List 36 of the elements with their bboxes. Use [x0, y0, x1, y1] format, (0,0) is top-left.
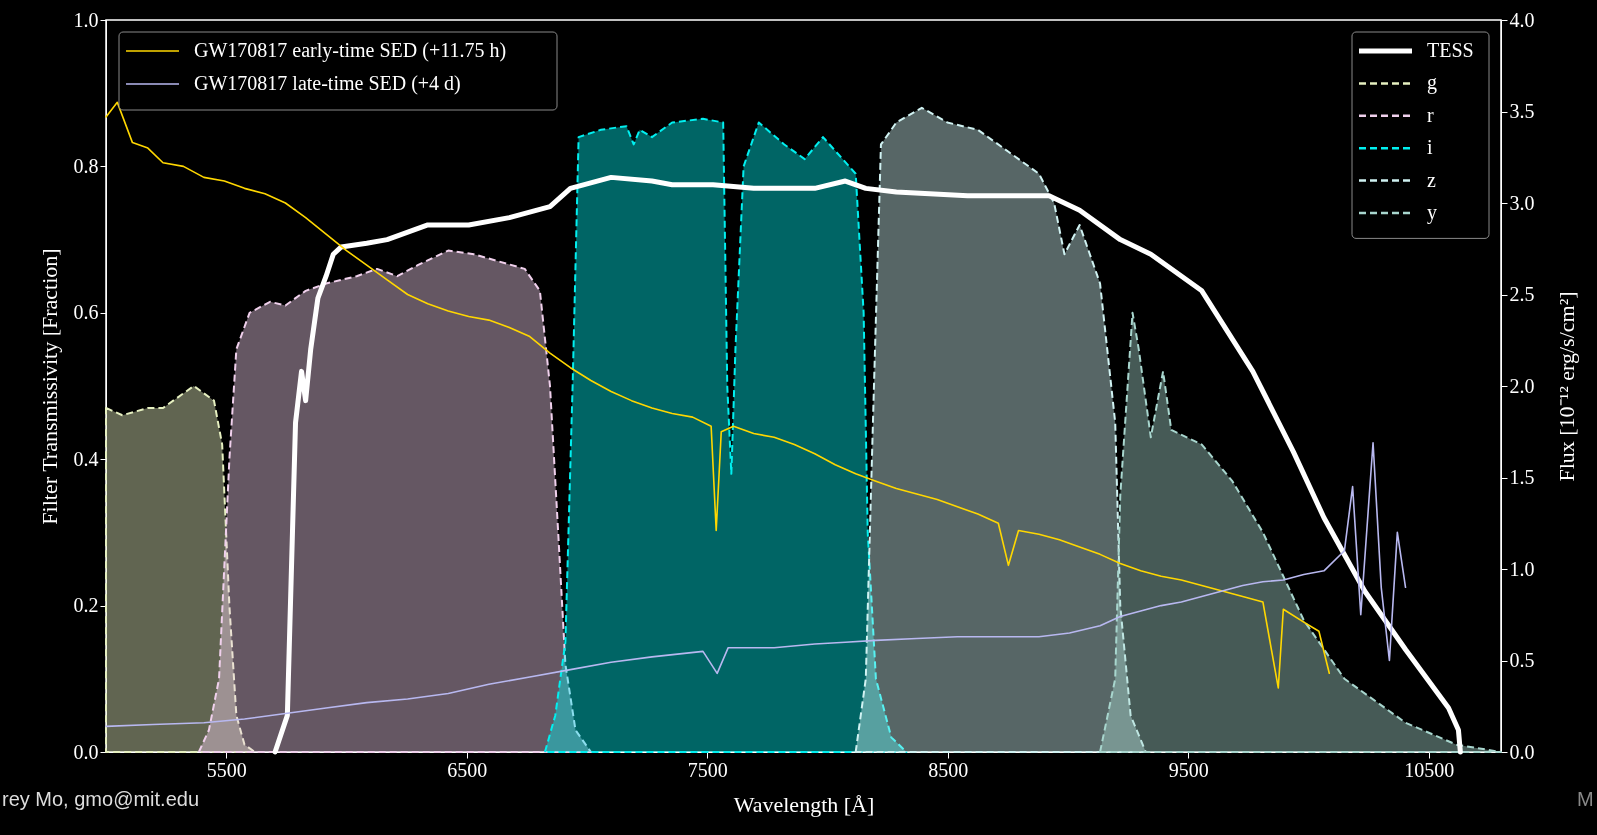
- legend-label: GW170817 early-time SED (+11.75 h): [194, 39, 507, 62]
- y2-tick-label: 3.0: [1509, 191, 1535, 214]
- legend-label: GW170817 late-time SED (+4 d): [194, 72, 461, 95]
- y2-tick-label: 2.5: [1509, 283, 1535, 305]
- line-series: [105, 441, 1407, 728]
- y-tick-label: 0.6: [73, 301, 99, 324]
- legend-label: y: [1427, 201, 1437, 224]
- y2-tick-label: 2.0: [1509, 374, 1535, 397]
- y2-axis-title: Flux [10⁻¹² erg/s/cm²]: [1553, 291, 1579, 482]
- y2-tick-label: 1.0: [1509, 557, 1535, 580]
- x-tick-label: 10500: [1404, 758, 1455, 781]
- y2-tick-label: 1.5: [1509, 466, 1535, 488]
- y-tick-label: 1.0: [73, 8, 99, 31]
- legend-label: TESS: [1427, 39, 1474, 61]
- legend-label: g: [1427, 71, 1437, 95]
- x-axis-title: Wavelength [Å]: [733, 791, 875, 817]
- legend-label: z: [1427, 168, 1436, 191]
- text: rey Mo, gmo@mit.edu: [2, 788, 200, 810]
- x-tick-label: 5500: [206, 758, 247, 781]
- legend-label: r: [1427, 103, 1434, 126]
- x-tick-label: 9500: [1168, 758, 1209, 781]
- y-tick-label: 0.4: [73, 447, 99, 470]
- x-tick-label: 6500: [447, 758, 488, 781]
- y-tick-label: 0.0: [73, 740, 99, 763]
- legend-label: i: [1427, 136, 1433, 159]
- y2-tick-label: 0.5: [1509, 649, 1535, 671]
- x-tick-label: 7500: [687, 758, 728, 781]
- y2-tick-label: 0.0: [1509, 740, 1535, 763]
- line-series: [105, 101, 1331, 689]
- y2-tick-label: 3.5: [1509, 100, 1535, 122]
- y2-tick-label: 4.0: [1509, 8, 1535, 31]
- y-tick-label: 0.2: [73, 594, 99, 617]
- y-tick-label: 0.8: [73, 154, 99, 177]
- x-tick-label: 8500: [928, 758, 969, 781]
- y-axis-title: Filter Transmissivity [Fraction]: [36, 248, 62, 525]
- text: M: [1577, 788, 1594, 810]
